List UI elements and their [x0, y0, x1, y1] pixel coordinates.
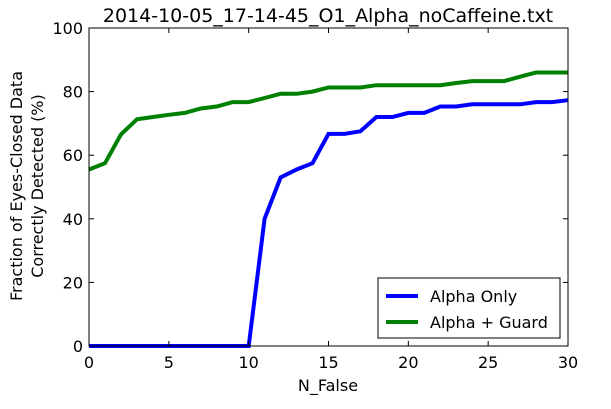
y-tick-label: 60	[63, 146, 83, 165]
x-tick-label: 10	[238, 353, 258, 372]
legend-label-alpha-only: Alpha Only	[430, 287, 517, 306]
x-tick-label: 20	[398, 353, 418, 372]
x-axis-label: N_False	[298, 376, 358, 396]
legend-label-alpha-guard: Alpha + Guard	[430, 313, 548, 332]
x-tick-label: 0	[84, 353, 94, 372]
y-axis-label-line-2: Correctly Detected (%)	[28, 94, 47, 278]
y-tick-label: 100	[52, 19, 83, 38]
y-tick-label: 20	[63, 273, 83, 292]
plot-frame	[88, 27, 569, 347]
y-tick-label: 80	[63, 83, 83, 102]
series-line-alpha-guard	[88, 70, 568, 172]
y-axis-label: Fraction of Eyes-Closed Data Correctly D…	[7, 71, 47, 301]
x-tick-label: 5	[164, 353, 174, 372]
chart-title: 2014-10-05_17-14-45_O1_Alpha_noCaffeine.…	[103, 5, 553, 27]
y-axis-label-line-1: Fraction of Eyes-Closed Data	[7, 71, 26, 301]
legend-box	[377, 277, 561, 339]
x-tick-label: 15	[318, 353, 338, 372]
y-tick-label: 40	[63, 210, 83, 229]
x-tick-label: 30	[558, 353, 578, 372]
y-tick-label: 0	[73, 337, 83, 356]
x-tick-label: 25	[478, 353, 498, 372]
legend: Alpha Only Alpha + Guard	[377, 277, 561, 339]
